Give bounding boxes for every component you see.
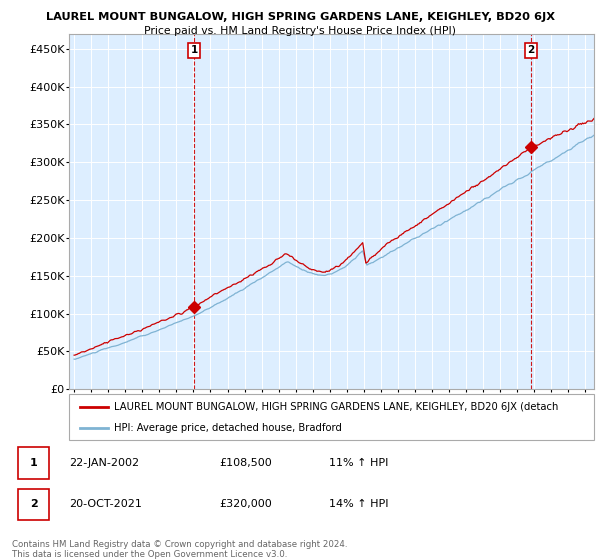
Text: 14% ↑ HPI: 14% ↑ HPI (329, 500, 388, 509)
Text: 22-JAN-2002: 22-JAN-2002 (70, 458, 140, 468)
Text: LAUREL MOUNT BUNGALOW, HIGH SPRING GARDENS LANE, KEIGHLEY, BD20 6JX: LAUREL MOUNT BUNGALOW, HIGH SPRING GARDE… (46, 12, 554, 22)
Text: HPI: Average price, detached house, Bradford: HPI: Average price, detached house, Brad… (113, 423, 341, 433)
FancyBboxPatch shape (18, 447, 49, 479)
FancyBboxPatch shape (69, 394, 594, 440)
Text: Contains HM Land Registry data © Crown copyright and database right 2024.
This d: Contains HM Land Registry data © Crown c… (12, 540, 347, 559)
Text: Price paid vs. HM Land Registry's House Price Index (HPI): Price paid vs. HM Land Registry's House … (144, 26, 456, 36)
Text: 2: 2 (527, 45, 535, 55)
Text: 1: 1 (30, 458, 37, 468)
Text: £108,500: £108,500 (220, 458, 272, 468)
Text: LAUREL MOUNT BUNGALOW, HIGH SPRING GARDENS LANE, KEIGHLEY, BD20 6JX (detach: LAUREL MOUNT BUNGALOW, HIGH SPRING GARDE… (113, 402, 558, 412)
Text: 1: 1 (191, 45, 198, 55)
Text: 11% ↑ HPI: 11% ↑ HPI (329, 458, 388, 468)
Text: £320,000: £320,000 (220, 500, 272, 509)
FancyBboxPatch shape (18, 488, 49, 520)
Text: 20-OCT-2021: 20-OCT-2021 (70, 500, 142, 509)
Text: 2: 2 (30, 500, 37, 509)
